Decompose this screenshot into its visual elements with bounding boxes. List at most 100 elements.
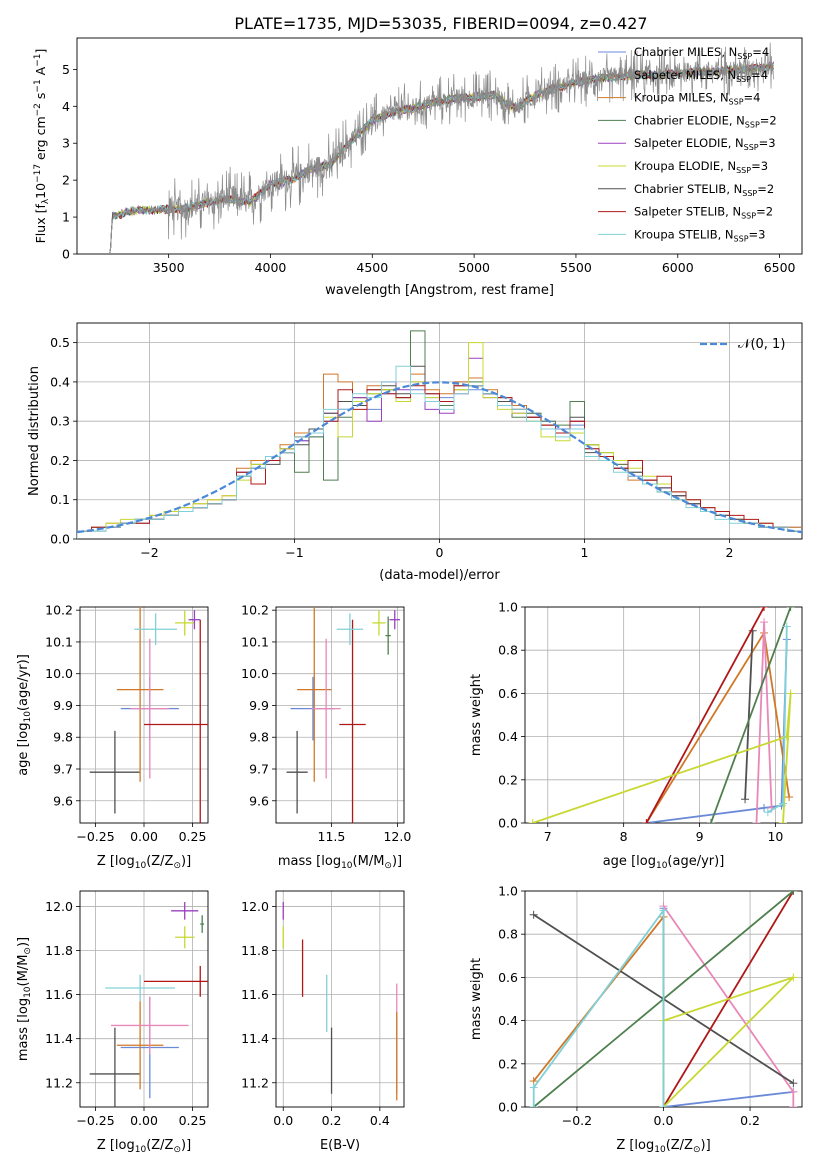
label-part: =3 <box>749 227 766 241</box>
label-part: SSP <box>742 189 757 198</box>
label-part: 10 <box>135 1145 147 1155</box>
y-tick-label: 0 <box>62 247 70 262</box>
x-tick-label: 6500 <box>764 260 796 275</box>
label-part: age [log <box>16 723 31 776</box>
y-tick-label: 9.6 <box>249 793 269 808</box>
label-part: Salpeter ELODIE, N <box>634 136 744 150</box>
x-tick-label: 3500 <box>153 260 185 275</box>
y-tick-label: 9.6 <box>53 793 73 808</box>
x-tick-label: −0.25 <box>76 829 114 844</box>
x-tick-label: −1 <box>285 545 303 560</box>
plot-area <box>282 902 398 1101</box>
label-part: Kroupa ELODIE, N <box>634 159 736 173</box>
axes-frame <box>76 37 803 255</box>
x-axis-label: E(B-V) <box>320 1138 360 1153</box>
residuals-plot-area <box>77 330 802 539</box>
y-axis-label: mass [log10(M/M⊙)] <box>16 937 33 1061</box>
y-tick-label: 9.7 <box>249 762 269 777</box>
y-tick-label: 11.8 <box>241 943 269 958</box>
x-tick-label: 7 <box>544 829 552 844</box>
label-part: (Z/Z <box>146 854 173 869</box>
mass-weight-line <box>744 630 754 800</box>
y-tick-label: 0.8 <box>498 643 518 658</box>
y-tick-label: 9.8 <box>53 730 73 745</box>
y-tick-label: 11.4 <box>241 1031 269 1046</box>
label-part: 10 <box>135 861 147 871</box>
y-tick-label: 0.8 <box>498 927 518 942</box>
y-tick-label: 11.8 <box>45 943 73 958</box>
y-tick-label: 10.0 <box>241 666 269 681</box>
y-axis-label: Flux [fλ10−17 erg cm−2 s−1 A−1] <box>33 49 51 244</box>
x-tick-label: 1 <box>581 545 589 560</box>
axes-frame <box>275 890 405 1108</box>
y-tick-label: 0.0 <box>498 816 518 831</box>
y-tick-label: 3 <box>62 136 70 151</box>
x-tick-label: −2 <box>140 545 158 560</box>
label-part: Z [log <box>616 1138 654 1153</box>
plot-area <box>528 607 795 823</box>
label-part: SSP <box>734 234 749 243</box>
label-part: )] <box>701 1138 711 1153</box>
x-tick-label: 0.00 <box>130 1113 158 1128</box>
spectrum-plot-area <box>109 42 774 254</box>
label-part: SSP <box>736 75 751 84</box>
label-part: −2 <box>33 103 43 116</box>
label-part: SSP <box>741 212 756 221</box>
mass-weight-line <box>645 607 765 823</box>
y-tick-label: 4 <box>62 99 70 114</box>
x-tick-label: 4500 <box>356 260 388 275</box>
legend-entry: Kroupa ELODIE, NSSP=3 <box>634 159 768 175</box>
weight-vs-Z-panel: −0.2 0.0 0.2 0.0 0.2 0.4 0.6 0.8 1.0 Z [log10(Z/Z… <box>469 884 803 1155</box>
x-axis-label: Z [log10(Z/Z⊙)] <box>616 1138 710 1155</box>
y-axis-label: age [log10(age/yr)] <box>16 654 33 776</box>
y-tick-label: 0.2 <box>50 453 70 468</box>
label-part: SSP <box>745 120 760 129</box>
y-tick-label: 9.7 <box>53 762 73 777</box>
y-tick-label: 11.2 <box>45 1075 73 1090</box>
y-tick-label: 10.2 <box>45 603 73 618</box>
label-part: mass [log <box>278 854 341 869</box>
legend-entry: Chabrier STELIB, NSSP=2 <box>634 182 774 198</box>
label-part: Salpeter MILES, N <box>634 68 736 82</box>
y-tick-label: 1 <box>62 210 70 225</box>
x-tick-label: 0.2 <box>740 1113 760 1128</box>
x-tick-label: −0.25 <box>76 1113 114 1128</box>
x-axis-label: wavelength [Angstrom, rest frame] <box>325 283 554 298</box>
spectrum-panel: 3500 4000 4500 5000 5500 6000 6500 0 1 2 3 4 5 wavele… <box>33 37 803 298</box>
label-part: )] <box>181 854 191 869</box>
x-tick-label: 0.00 <box>130 829 158 844</box>
y-tick-label: 1.0 <box>498 600 518 615</box>
y-tick-label: 0.4 <box>498 1013 518 1028</box>
label-part: (M/M <box>353 854 385 869</box>
label-part: A <box>33 66 48 79</box>
label-part: ⊙ <box>693 1145 701 1155</box>
x-tick-label: 0 <box>436 545 444 560</box>
x-tick-label: 0.4 <box>370 1113 390 1128</box>
y-tick-label: 0.1 <box>50 492 70 507</box>
label-part: (age/yr)] <box>16 654 31 711</box>
legend-entry: Kroupa STELIB, NSSP=3 <box>634 227 765 243</box>
plot-area <box>89 902 208 1107</box>
mass-weight-line <box>532 693 792 823</box>
label-part: =2 <box>757 182 774 196</box>
label-part: SSP <box>737 52 752 61</box>
x-tick-label: 6000 <box>662 260 694 275</box>
axes-frame <box>79 890 209 1108</box>
y-tick-label: 12.0 <box>241 899 269 914</box>
y-axis-label: mass weight <box>469 674 484 756</box>
plot-area <box>89 607 208 823</box>
mass-vs-ebv-panel: 0.0 0.2 0.4 11.2 11.4 11.6 11.8 12.0 E(B-V) <box>241 890 405 1153</box>
label-part: 10 <box>654 1145 666 1155</box>
y-tick-label: 0.6 <box>498 686 518 701</box>
label-part: ⊙ <box>23 947 33 955</box>
label-part: =2 <box>760 113 777 127</box>
label-part: SSP <box>729 98 744 107</box>
y-tick-label: 11.2 <box>241 1075 269 1090</box>
mass-weight-line <box>710 607 792 823</box>
legend-entry: Chabrier ELODIE, NSSP=2 <box>634 113 777 129</box>
axes-frame <box>76 322 803 540</box>
